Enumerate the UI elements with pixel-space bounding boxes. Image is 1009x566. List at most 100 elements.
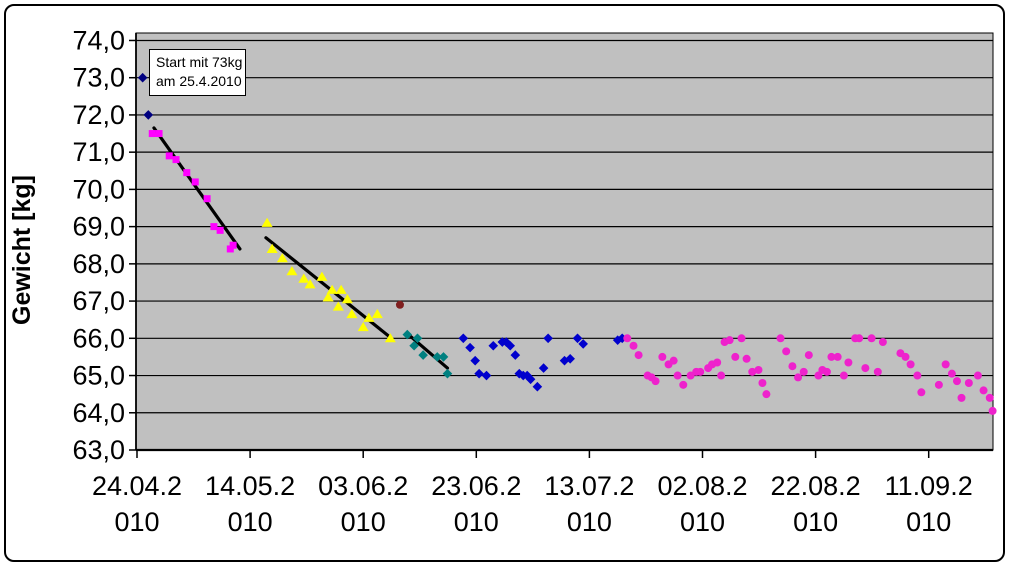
phase5-pink-circles-point xyxy=(673,371,682,380)
y-tick-label: 64,0 xyxy=(72,398,125,428)
x-tick-label-line2: 010 xyxy=(680,507,725,537)
phase5-pink-circles-point xyxy=(833,352,842,361)
phase5-pink-circles-point xyxy=(742,354,751,363)
phase4-blue-diamonds-point xyxy=(532,381,543,392)
phase4-blue-diamonds-point xyxy=(572,333,583,344)
phase5-pink-circles-point xyxy=(758,378,767,387)
phase5-pink-circles-point xyxy=(658,352,667,361)
plot-layer: 74,0 73,0 72,0 71,0 70,0 69,0 68,0 67,0 66,0 65,0… xyxy=(72,25,997,537)
phase5-pink-circles-point xyxy=(754,365,763,374)
phase5-pink-circles-point xyxy=(917,388,926,397)
y-tick-label: 74,0 xyxy=(72,25,125,55)
phase3-teal-diamonds-point xyxy=(402,329,413,340)
x-tick-label-line1: 11.09.2 xyxy=(885,471,973,501)
phase4-blue-diamonds-point xyxy=(488,340,499,351)
phase5-pink-circles-point xyxy=(964,378,973,387)
phase3-teal-diamonds-point xyxy=(418,350,428,360)
phase5-pink-circles-point xyxy=(913,371,922,380)
x-tick-label-line1: 22.08.2 xyxy=(771,471,861,501)
phase5-pink-circles-point xyxy=(988,406,997,415)
phase4-blue-diamonds-point xyxy=(465,342,475,353)
y-tick-label: 69,0 xyxy=(72,212,125,242)
phase1-magenta-squares-point xyxy=(165,152,173,160)
phase5-pink-circles-point xyxy=(957,393,966,402)
phase2-yellow-triangles-point xyxy=(298,273,310,283)
y-tick-label: 72,0 xyxy=(72,100,125,130)
y-tick-label: 68,0 xyxy=(72,249,125,279)
phase3-teal-diamonds-point xyxy=(432,352,443,362)
phase2-yellow-triangles-point xyxy=(276,253,288,263)
phase2-yellow-triangles-point xyxy=(322,292,334,302)
phase4-blue-diamonds-point xyxy=(538,363,549,373)
y-tick-label: 67,0 xyxy=(72,286,125,316)
y-tick-label: 63,0 xyxy=(72,435,125,465)
phase4-blue-diamonds-point xyxy=(481,370,492,381)
phase3-teal-diamonds-point xyxy=(412,333,423,344)
phase5-pink-circles-point xyxy=(878,338,887,347)
phase2-yellow-triangles-point xyxy=(363,312,375,322)
phase2-yellow-triangles-point xyxy=(261,217,273,227)
y-tick-label: 73,0 xyxy=(72,63,125,93)
phase1-magenta-squares-point xyxy=(183,169,191,177)
phase5-pink-circles-point xyxy=(973,371,982,380)
phase5-pink-circles-point xyxy=(737,334,746,343)
x-tick-label-line2: 010 xyxy=(906,507,951,537)
phase5-pink-circles-point xyxy=(776,334,785,343)
phase5-pink-circles-point xyxy=(713,358,722,367)
phase4-blue-diamonds-point xyxy=(565,353,575,364)
phase5-pink-circles-point xyxy=(623,334,632,343)
phase4-blue-diamonds-point xyxy=(501,337,512,347)
phase5-pink-circles-point xyxy=(906,360,915,369)
start-annotation-box: Start mit 73kg am 25.4.2010 xyxy=(149,49,246,96)
y-axis-title: Gewicht [kg] xyxy=(8,175,36,325)
phase4-blue-diamonds-point xyxy=(510,350,521,360)
phase5-pink-circles-point xyxy=(952,377,961,386)
phase1-magenta-squares-point xyxy=(226,245,234,253)
phase1-magenta-squares-point xyxy=(210,223,218,231)
phase4-blue-diamonds-point xyxy=(543,333,553,344)
phase5-pink-circles-point xyxy=(679,380,688,389)
start-navy-point xyxy=(137,72,148,83)
phase4-blue-diamonds-point xyxy=(525,374,536,385)
phase5-pink-circles-point xyxy=(985,393,994,402)
phase5-pink-circles-point xyxy=(827,352,836,361)
phase5-pink-circles-point xyxy=(941,360,950,369)
phase5-pink-circles-point xyxy=(788,362,797,371)
phase5-pink-circles-point xyxy=(861,364,870,373)
x-tick-label-line2: 010 xyxy=(567,507,612,537)
phase1-magenta-squares-point xyxy=(148,130,156,138)
phase2-yellow-triangles-point xyxy=(286,266,298,276)
phase5-pink-circles-point xyxy=(725,336,734,345)
x-tick-label-line2: 010 xyxy=(341,507,386,537)
phase1-magenta-squares-point xyxy=(191,178,199,186)
phase2-yellow-triangles-point xyxy=(384,333,396,343)
phase4-blue-diamonds-point xyxy=(474,368,484,379)
phase1-magenta-squares-point xyxy=(155,130,163,138)
y-tick-label: 66,0 xyxy=(72,323,125,353)
phase2-yellow-triangles-point xyxy=(371,308,383,319)
phase4-blue-diamonds-point xyxy=(470,355,480,366)
phase4-blue-diamonds-point xyxy=(505,340,516,351)
phase5-pink-circles-point xyxy=(873,367,882,376)
x-tick-label-line1: 24.04.2 xyxy=(92,471,182,501)
phase5-pink-circles-point xyxy=(782,347,791,356)
phase3-teal-diamonds-point xyxy=(438,352,449,362)
phase5-pink-circles-point xyxy=(669,356,678,365)
phase5-pink-circles-point xyxy=(844,358,853,367)
start-navy-point xyxy=(143,110,154,120)
phase2-yellow-triangles-point xyxy=(304,279,316,289)
annotation-line-2: am 25.4.2010 xyxy=(156,73,242,89)
phase5-pink-circles-point xyxy=(867,334,876,343)
x-tick-label-line1: 13.07.2 xyxy=(544,471,634,501)
phase4-blue-diamonds-point xyxy=(458,333,469,344)
phase2-yellow-triangles-point xyxy=(335,284,347,294)
phase4-blue-diamonds-point xyxy=(578,339,588,349)
phase3-teal-diamonds-point xyxy=(409,340,419,351)
phase2-yellow-triangles-point xyxy=(341,294,353,304)
y-tick-label: 71,0 xyxy=(72,137,125,167)
phase5-pink-circles-point xyxy=(901,352,910,361)
trend-phase1 xyxy=(152,126,242,251)
y-tick-label: 70,0 xyxy=(72,174,125,204)
x-tick-label-line2: 010 xyxy=(793,507,838,537)
